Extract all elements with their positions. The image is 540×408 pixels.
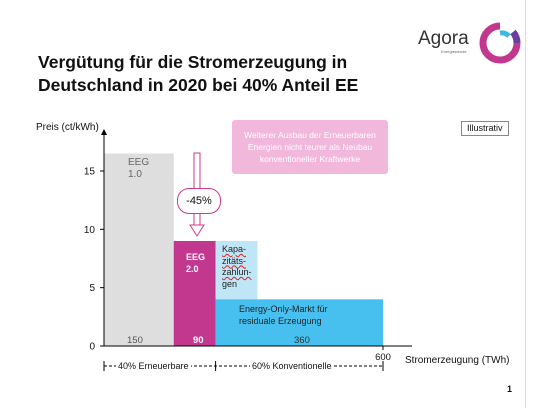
width-label-150: 150 — [127, 335, 143, 346]
bar-segment-2 — [215, 241, 258, 300]
page-number: 1 — [507, 384, 513, 394]
width-label-360: 360 — [294, 335, 310, 346]
slide-edge-divider — [525, 0, 526, 408]
x-axis-label: Stromerzeugung (TWh) — [405, 355, 510, 366]
title-line-1: Vergütung für die Stromerzeugung in — [38, 52, 348, 72]
reduction-arrow-head — [189, 224, 205, 237]
span-label-conventional: 60% Konventionelle — [250, 361, 334, 371]
logo-name: Agora — [418, 28, 469, 49]
y-tick-label-0: 0 — [89, 342, 95, 353]
bar-segment-0 — [104, 153, 174, 346]
span-label-renewables: 40% Erneuerbare — [116, 361, 191, 371]
width-label-90: 90 — [193, 335, 204, 346]
x-tick-label-600: 600 — [375, 352, 391, 363]
title-line-2: Deutschland in 2020 bei 40% Anteil EE — [38, 75, 359, 95]
bar-segment-3 — [215, 299, 383, 346]
y-tick-label-10: 10 — [84, 225, 96, 236]
annotation-note: Weiterer Ausbau der Erneuerbaren Energie… — [232, 120, 388, 174]
slide-title: Vergütung für die Stromerzeugung in Deut… — [38, 51, 458, 97]
y-axis-label: Preis (ct/kWh) — [36, 122, 99, 133]
y-axis-arrow — [101, 129, 107, 135]
y-tick-label-5: 5 — [89, 283, 95, 294]
logo-sub: Energiewende — [441, 49, 467, 54]
segment-label-eeg-1: EEG 1.0 — [128, 157, 150, 180]
bar-segment-1 — [173, 241, 216, 346]
illustrative-badge: Illustrativ — [461, 121, 509, 136]
segment-label-energy-only: Energy-Only-Markt für residuale Erzeugun… — [239, 304, 328, 326]
agora-logo-icon — [479, 22, 521, 64]
y-tick-label-15: 15 — [84, 167, 96, 178]
segment-label-eeg-2: EEG 2.0 — [186, 252, 206, 274]
reduction-label: -45% — [177, 188, 221, 214]
segment-label-capacity: Kapa- zitäts- zahlun- gen — [222, 244, 252, 289]
